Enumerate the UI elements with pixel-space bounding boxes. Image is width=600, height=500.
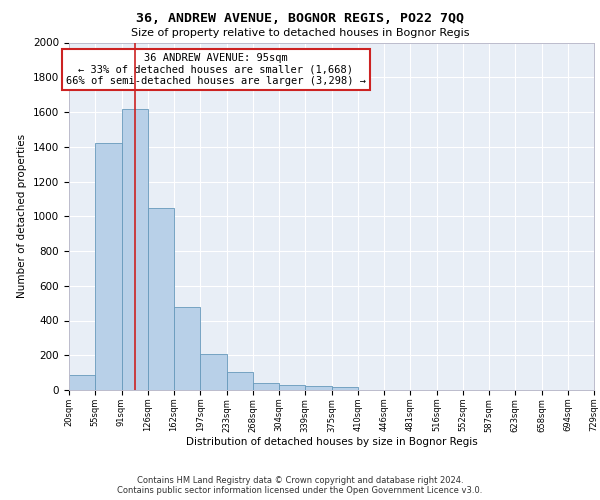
Bar (253, 383, 279, 390)
Bar (174, 306, 200, 390)
Bar (200, 354, 227, 390)
Text: 36, ANDREW AVENUE, BOGNOR REGIS, PO22 7QQ: 36, ANDREW AVENUE, BOGNOR REGIS, PO22 7Q… (136, 12, 464, 26)
Text: Contains public sector information licensed under the Open Government Licence v3: Contains public sector information licen… (118, 486, 482, 495)
Bar (331, 387, 358, 390)
Bar (95, 144, 121, 390)
Bar (69, 375, 95, 390)
Bar (279, 385, 305, 390)
Text: Size of property relative to detached houses in Bognor Regis: Size of property relative to detached ho… (131, 28, 469, 38)
Bar (227, 372, 253, 390)
Bar (305, 386, 331, 390)
Text: 36 ANDREW AVENUE: 95sqm
← 33% of detached houses are smaller (1,668)
66% of semi: 36 ANDREW AVENUE: 95sqm ← 33% of detache… (66, 53, 366, 86)
Bar (148, 208, 174, 390)
Bar (121, 108, 148, 390)
Y-axis label: Number of detached properties: Number of detached properties (17, 134, 28, 298)
Text: Contains HM Land Registry data © Crown copyright and database right 2024.: Contains HM Land Registry data © Crown c… (137, 476, 463, 485)
X-axis label: Distribution of detached houses by size in Bognor Regis: Distribution of detached houses by size … (185, 437, 478, 447)
